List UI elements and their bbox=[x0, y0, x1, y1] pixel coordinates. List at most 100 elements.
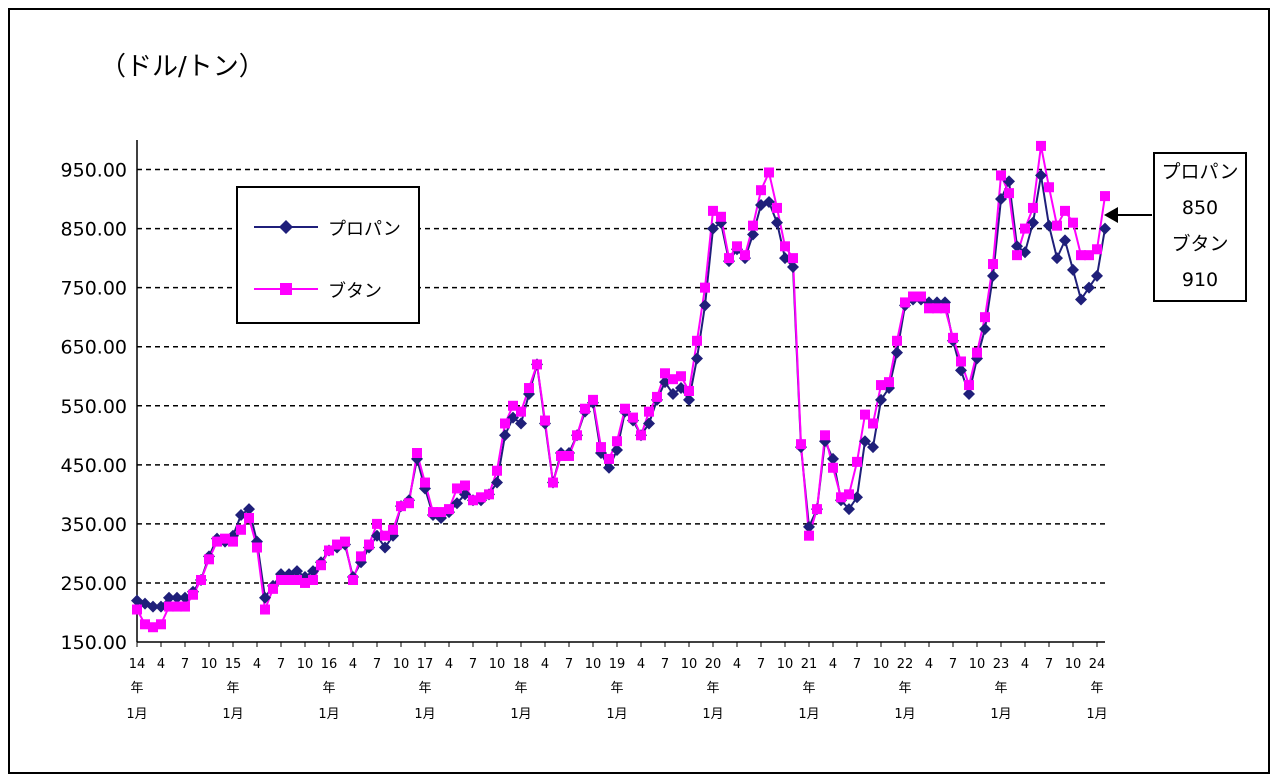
butane-point bbox=[364, 539, 374, 550]
butane-point bbox=[524, 383, 534, 394]
propane-point bbox=[955, 364, 967, 377]
x-tick-year-label: 年 bbox=[898, 681, 911, 696]
y-tick-label: 450.00 bbox=[61, 455, 127, 477]
butane-point bbox=[996, 170, 1006, 181]
x-tick-label: 24 bbox=[1089, 657, 1106, 672]
butane-point bbox=[1036, 140, 1046, 151]
legend-item-propane: プロパン bbox=[252, 213, 412, 243]
butane-point bbox=[540, 415, 550, 426]
x-tick-label: 4 bbox=[733, 657, 741, 672]
propane-point bbox=[683, 393, 695, 406]
y-tick-label: 150.00 bbox=[61, 632, 127, 654]
x-tick-label: 4 bbox=[157, 657, 165, 672]
propane-point bbox=[171, 591, 183, 604]
butane-point bbox=[324, 545, 334, 556]
propane-point bbox=[1035, 169, 1047, 182]
butane-point bbox=[956, 356, 966, 367]
butane-point bbox=[412, 448, 422, 459]
x-tick-month-label: 1月 bbox=[702, 707, 723, 722]
butane-point bbox=[900, 297, 910, 308]
x-tick-year-label: 年 bbox=[706, 681, 719, 696]
butane-point bbox=[716, 211, 726, 222]
butane-point bbox=[980, 312, 990, 323]
x-tick-year-label: 年 bbox=[802, 681, 815, 696]
grid-lines bbox=[136, 140, 1105, 643]
x-tick-label: 4 bbox=[925, 657, 933, 672]
butane-point bbox=[764, 167, 774, 178]
butane-point bbox=[948, 332, 958, 343]
x-tick-month-label: 1月 bbox=[222, 707, 243, 722]
butane-point bbox=[596, 442, 606, 453]
butane-point bbox=[1084, 250, 1094, 261]
butane-point bbox=[564, 450, 574, 461]
butane-point bbox=[796, 439, 806, 450]
butane-point bbox=[892, 335, 902, 346]
butane-point bbox=[1028, 202, 1038, 213]
butane-point bbox=[188, 589, 198, 600]
propane-point bbox=[891, 346, 903, 359]
x-tick-label: 7 bbox=[757, 657, 765, 672]
x-tick-label: 10 bbox=[681, 657, 698, 672]
butane-point bbox=[860, 409, 870, 420]
x-tick-label: 7 bbox=[1045, 657, 1053, 672]
y-tick-label: 750.00 bbox=[61, 278, 127, 300]
butane-point bbox=[708, 205, 718, 216]
propane-point bbox=[987, 269, 999, 282]
butane-point bbox=[428, 507, 438, 518]
butane-point bbox=[852, 456, 862, 467]
butane-point bbox=[556, 450, 566, 461]
butane-point bbox=[452, 483, 462, 494]
x-tick-label: 4 bbox=[349, 657, 357, 672]
butane-point bbox=[844, 489, 854, 500]
propane-point bbox=[1011, 240, 1023, 253]
x-tick-label: 14 bbox=[129, 657, 146, 672]
butane-point bbox=[876, 380, 886, 391]
butane-point bbox=[1092, 244, 1102, 255]
callout-arrow bbox=[1104, 207, 1152, 223]
callout-butane-value: 910 bbox=[1181, 269, 1219, 291]
butane-point bbox=[180, 601, 190, 612]
butane-point bbox=[204, 554, 214, 565]
x-tick-month-label: 1月 bbox=[1086, 707, 1107, 722]
butane-point bbox=[684, 386, 694, 396]
propane-point bbox=[787, 260, 799, 273]
butane-point bbox=[420, 477, 430, 488]
butane-point bbox=[380, 530, 390, 541]
x-tick-label: 7 bbox=[277, 657, 285, 672]
butane-point bbox=[908, 291, 918, 302]
propane-point bbox=[859, 435, 871, 448]
y-tick-label: 550.00 bbox=[61, 396, 127, 418]
butane-point bbox=[916, 291, 926, 302]
propane-point bbox=[147, 600, 159, 613]
propane-point bbox=[1059, 234, 1071, 247]
y-tick-label: 850.00 bbox=[61, 219, 127, 241]
propane-point bbox=[707, 222, 719, 235]
butane-point bbox=[260, 604, 270, 615]
butane-point bbox=[356, 551, 366, 562]
propane-point bbox=[747, 228, 759, 241]
propane-point bbox=[1091, 269, 1103, 282]
x-tick-month-label: 1月 bbox=[318, 707, 339, 722]
butane-point bbox=[1068, 217, 1078, 228]
x-tick-label: 7 bbox=[469, 657, 477, 672]
butane-point bbox=[460, 480, 470, 491]
butane-point bbox=[516, 406, 526, 417]
butane-point bbox=[388, 524, 398, 535]
x-tick-month-label: 1月 bbox=[606, 707, 627, 722]
propane-point bbox=[963, 387, 975, 400]
butane-point bbox=[660, 368, 670, 379]
butane-point bbox=[612, 436, 622, 447]
propane-point bbox=[603, 461, 615, 474]
legend-item-butane: ブタン bbox=[252, 275, 412, 305]
legend-propane-swatch bbox=[254, 220, 318, 234]
propane-point bbox=[1083, 281, 1095, 294]
butane-point bbox=[748, 220, 758, 231]
x-tick-label: 18 bbox=[513, 657, 530, 672]
butane-point bbox=[348, 574, 358, 585]
propane-point bbox=[1099, 222, 1111, 235]
butane-point bbox=[468, 495, 478, 506]
butane-point bbox=[164, 601, 174, 612]
y-axis-ticks: 150.00 250.00 350.00 450.00 550.00 650.00 750.… bbox=[61, 160, 127, 654]
x-tick-label: 4 bbox=[541, 657, 549, 672]
propane-point bbox=[1075, 293, 1087, 306]
